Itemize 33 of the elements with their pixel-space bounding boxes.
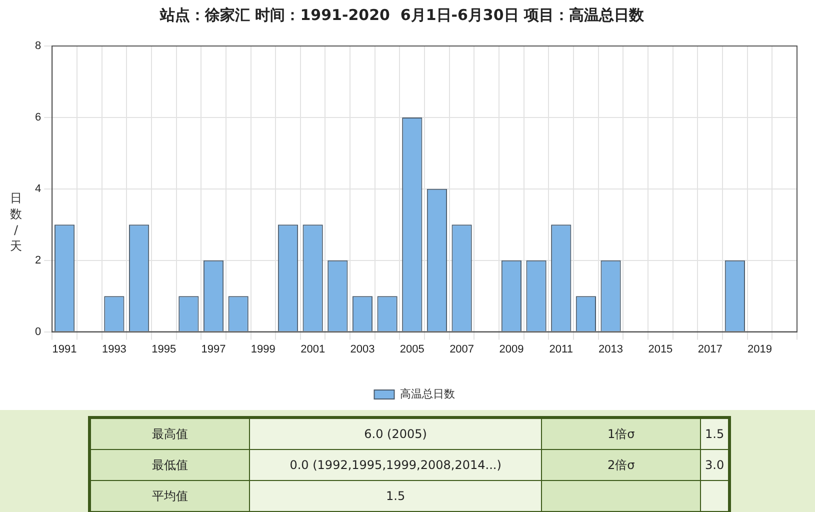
text: 2倍σ — [542, 450, 701, 480]
text: 1.5 — [700, 418, 730, 450]
x-tick-label: 1995 — [152, 343, 176, 356]
y-tick-label: 0 — [34, 326, 42, 338]
text: 1倍σ — [542, 418, 701, 450]
x-tick-label: 1993 — [102, 343, 126, 356]
chart-title: 站点：徐家汇 时间：1991-2020 6月1日-6月30日 项目：高温总日数 — [160, 6, 644, 25]
text: 1.5 — [249, 480, 542, 512]
x-tick-label: 2011 — [549, 343, 573, 356]
x-tick-label: 1997 — [201, 343, 226, 356]
y-tick-label: 4 — [34, 182, 42, 195]
x-tick-label: 2017 — [698, 343, 722, 356]
x-tick-label: 2015 — [648, 343, 673, 356]
legend-label: 高温总日数 — [400, 388, 455, 401]
x-tick-label: 2003 — [350, 343, 375, 356]
y-axis-title: 日数/天 — [9, 190, 23, 254]
x-tick-label: 1991 — [52, 343, 77, 356]
x-tick-label: 2005 — [400, 343, 424, 356]
x-tick-label: 2001 — [300, 343, 326, 356]
text: 3.0 — [700, 450, 730, 480]
y-tick-label: 2 — [34, 254, 42, 266]
text: 最高值 — [90, 418, 250, 450]
x-tick-label: 1999 — [250, 343, 276, 356]
x-tick-label: 2009 — [499, 343, 524, 356]
text: 平均值 — [90, 480, 250, 512]
x-tick-label: 2019 — [748, 343, 772, 356]
text: 0.0 (1992,1995,1999,2008,2014...) — [249, 450, 542, 480]
text: 6.0 (2005) — [249, 418, 542, 450]
x-tick-label: 2013 — [598, 343, 624, 356]
y-tick-label: 8 — [34, 40, 42, 52]
text: 最低值 — [90, 450, 250, 480]
y-tick-label: 6 — [34, 111, 42, 124]
x-tick-label: 2007 — [450, 343, 474, 356]
